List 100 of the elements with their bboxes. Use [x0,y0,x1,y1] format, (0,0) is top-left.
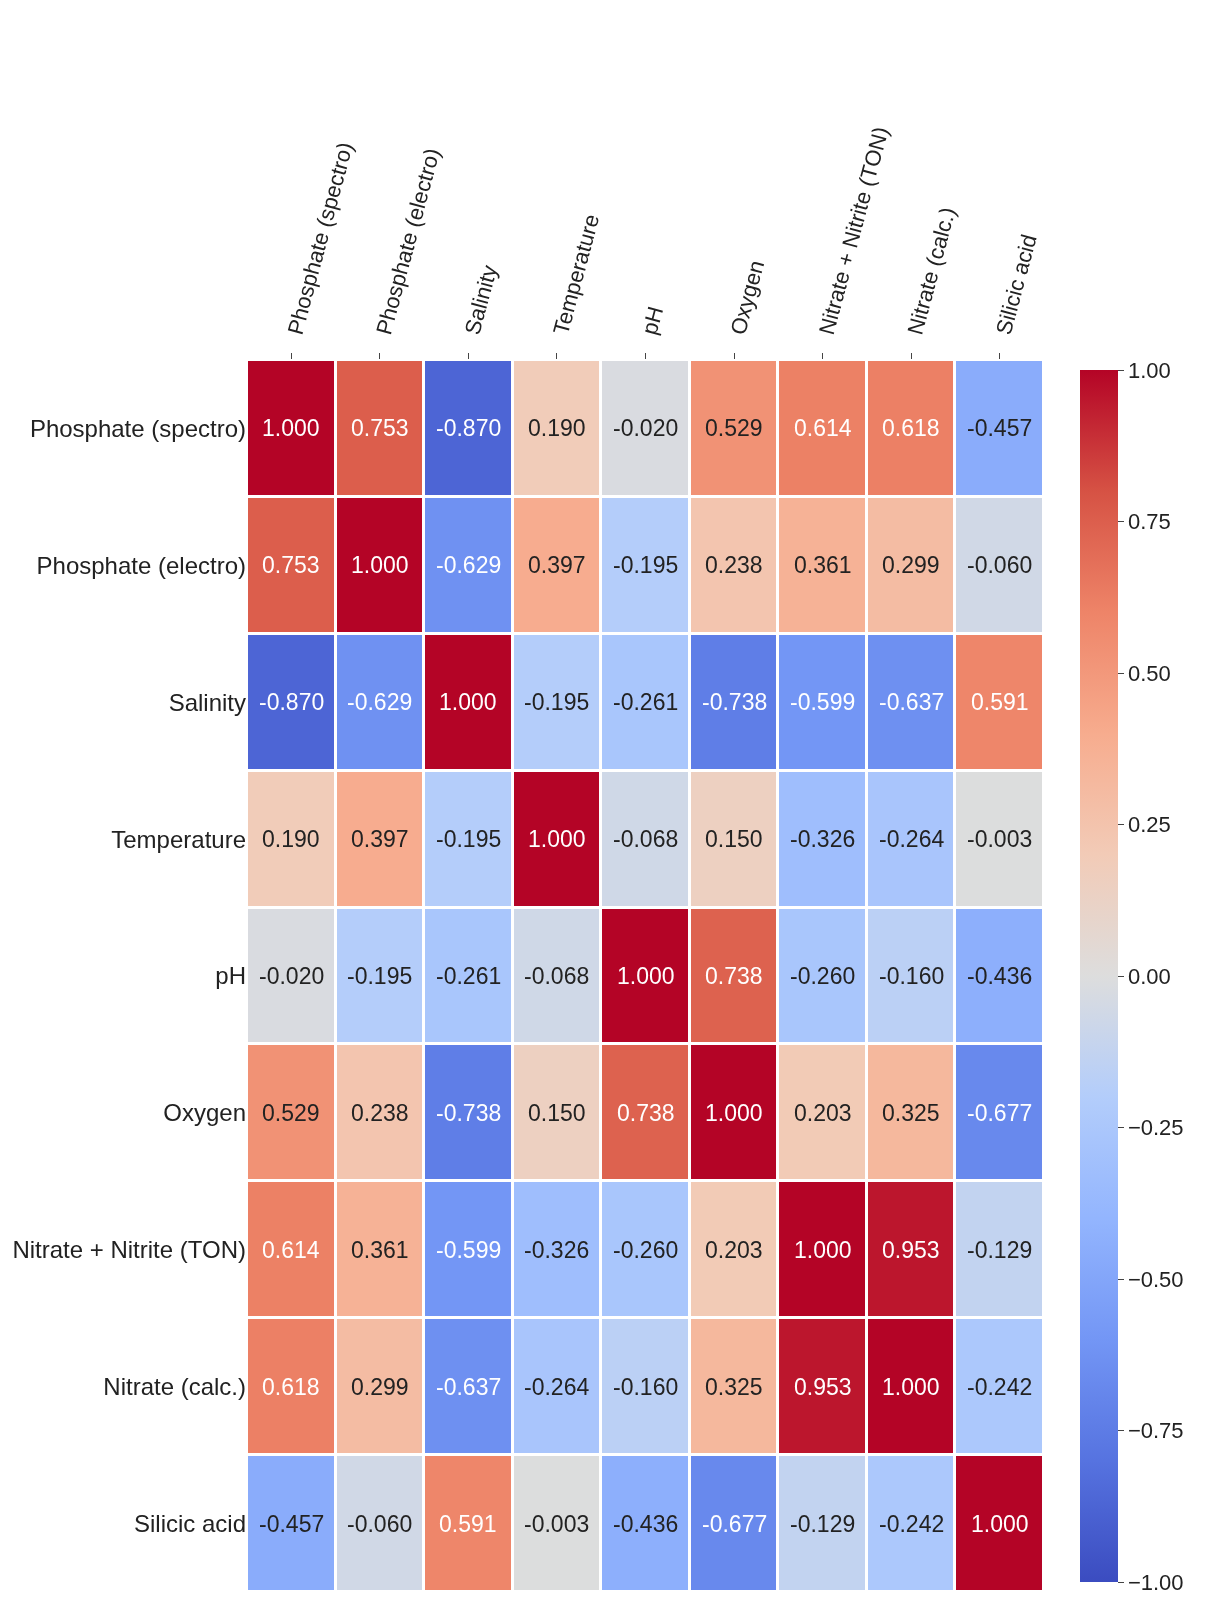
data-label: 0.361 [794,552,852,578]
data-label: 0.614 [262,1237,320,1263]
data-label: -0.629 [436,552,502,578]
data-label: 0.325 [705,1374,763,1400]
data-label: -0.637 [436,1374,502,1400]
data-label: -0.677 [702,1511,768,1537]
data-label: 0.753 [351,415,409,441]
data-label: -0.260 [790,963,856,989]
data-label: -0.195 [524,689,590,715]
data-label: 0.591 [971,689,1029,715]
data-label: 0.738 [705,963,763,989]
color-bar-label: −0.75 [1127,1418,1184,1444]
data-label: -0.264 [879,826,945,852]
data-label: 0.325 [882,1100,940,1126]
data-label: -0.068 [613,826,679,852]
data-label: -0.629 [347,689,413,715]
color-bar-label: 0.00 [1127,963,1171,989]
data-label: -0.599 [790,689,856,715]
data-label: 0.529 [705,415,763,441]
data-label: 1.000 [351,552,409,578]
data-label: 1.000 [439,689,497,715]
data-label: -0.129 [790,1511,856,1537]
data-label: -0.195 [347,963,413,989]
data-label: 1.000 [617,963,675,989]
data-label: -0.068 [524,963,590,989]
x-tick-label: Nitrate + Nitrite (TON) [813,124,894,338]
data-label: 0.397 [351,826,409,852]
y-tick-label: Temperature [111,825,246,853]
data-label: 0.953 [794,1374,852,1400]
data-label: 0.397 [528,552,586,578]
data-label: -0.260 [613,1237,679,1263]
data-label: 0.203 [705,1237,763,1263]
data-label: -0.870 [436,415,502,441]
data-label: 0.238 [705,552,763,578]
data-label: -0.326 [524,1237,590,1263]
y-tick-label: Oxygen [163,1099,246,1127]
data-label: -0.637 [879,689,945,715]
data-label: 0.953 [882,1237,940,1263]
data-label: -0.261 [613,689,679,715]
data-label: 0.150 [705,826,763,852]
y-tick-label: Nitrate + Nitrite (TON) [12,1236,246,1264]
color-bar-label: −0.25 [1127,1115,1184,1141]
color-bar-label: 1.00 [1127,357,1171,383]
data-label: 1.000 [705,1100,763,1126]
data-label: 0.299 [351,1374,409,1400]
data-label: -0.264 [524,1374,590,1400]
data-label: -0.436 [967,963,1033,989]
data-label: 0.618 [262,1374,320,1400]
data-label: 0.190 [262,826,320,852]
x-tick-label: Oxygen [725,257,770,338]
x-tick-label: Nitrate (calc.) [902,204,961,338]
y-tick-label: Nitrate (calc.) [103,1373,246,1401]
data-label: -0.457 [259,1511,325,1537]
x-tick-label: Salinity [459,262,503,338]
data-label: -0.738 [436,1100,502,1126]
data-label: 0.618 [882,415,940,441]
data-label: -0.242 [967,1374,1033,1400]
data-label: 0.614 [794,415,852,441]
color-bar-label: 0.75 [1127,509,1171,535]
data-label: 1.000 [794,1237,852,1263]
data-label: -0.457 [967,415,1033,441]
data-label: 1.000 [262,415,320,441]
data-label: -0.326 [790,826,856,852]
color-bar-label: −1.00 [1127,1569,1184,1595]
data-label: -0.003 [967,826,1033,852]
y-tick-label: Salinity [168,688,246,716]
data-label: 0.299 [882,552,940,578]
data-label: 0.361 [351,1237,409,1263]
data-label: -0.870 [259,689,325,715]
y-tick-label: pH [215,962,246,990]
data-label: 1.000 [528,826,586,852]
data-label: -0.020 [613,415,679,441]
y-tick-label: Phosphate (electro) [36,551,246,579]
data-label: -0.738 [702,689,768,715]
data-label: -0.160 [879,963,945,989]
x-tick-label: Silicic acid [991,231,1042,338]
data-label: -0.677 [967,1100,1033,1126]
y-tick-label: Phosphate (spectro) [29,414,246,442]
color-bar-label: 0.25 [1127,812,1171,838]
color-bar-label: −0.50 [1127,1266,1184,1292]
data-label: -0.599 [436,1237,502,1263]
data-label: -0.242 [879,1511,945,1537]
data-label: 0.150 [528,1100,586,1126]
color-bar-label: 0.50 [1127,660,1171,686]
data-label: 0.529 [262,1100,320,1126]
data-label: 1.000 [971,1511,1029,1537]
data-label: 0.753 [262,552,320,578]
data-label: -0.160 [613,1374,679,1400]
data-label: -0.003 [524,1511,590,1537]
data-label: -0.436 [613,1511,679,1537]
data-label: 0.591 [439,1511,497,1537]
data-label: 0.238 [351,1100,409,1126]
data-label: -0.060 [347,1511,413,1537]
data-label: -0.261 [436,963,502,989]
data-label: 1.000 [882,1374,940,1400]
data-label: -0.060 [967,552,1033,578]
x-tick-label: pH [636,303,669,338]
data-label: -0.020 [259,963,325,989]
data-label: -0.195 [613,552,679,578]
y-tick-label: Silicic acid [133,1509,246,1537]
